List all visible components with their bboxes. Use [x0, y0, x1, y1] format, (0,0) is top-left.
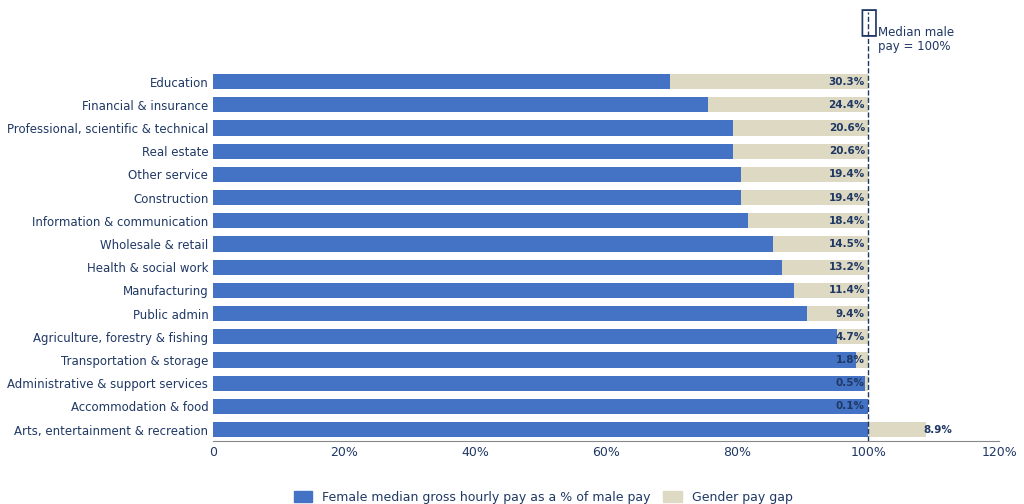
Bar	[807, 306, 868, 321]
Bar	[781, 260, 868, 275]
Bar	[213, 329, 838, 344]
Bar	[213, 399, 867, 414]
Text: Median male: Median male	[878, 26, 954, 39]
Bar	[213, 213, 748, 228]
Text: 0.5%: 0.5%	[836, 378, 865, 388]
Text: 9.4%: 9.4%	[836, 308, 865, 319]
Text: 18.4%: 18.4%	[828, 216, 865, 226]
Text: 8.9%: 8.9%	[924, 424, 952, 434]
Text: 4.7%: 4.7%	[836, 332, 865, 342]
Bar	[213, 190, 741, 205]
Bar	[741, 167, 868, 182]
Bar	[213, 236, 773, 251]
Text: 19.4%: 19.4%	[828, 169, 865, 179]
Text: 30.3%: 30.3%	[828, 77, 865, 87]
Text: 0.1%: 0.1%	[836, 401, 865, 411]
Bar	[213, 283, 794, 298]
Bar	[213, 422, 868, 437]
Text: 14.5%: 14.5%	[828, 239, 865, 249]
Bar	[213, 97, 709, 112]
Text: 24.4%: 24.4%	[828, 100, 865, 110]
Text: 20.6%: 20.6%	[828, 123, 865, 133]
Bar	[733, 144, 868, 159]
Bar	[733, 120, 868, 136]
Legend: Female median gross hourly pay as a % of male pay, Gender pay gap: Female median gross hourly pay as a % of…	[294, 490, 793, 503]
Bar	[213, 260, 781, 275]
Bar	[213, 306, 807, 321]
Text: pay = 100%: pay = 100%	[878, 40, 950, 53]
Bar	[213, 120, 733, 136]
Bar	[213, 167, 741, 182]
Text: 19.4%: 19.4%	[828, 193, 865, 203]
Text: 11.4%: 11.4%	[828, 285, 865, 295]
Bar	[838, 329, 868, 344]
Text: 20.6%: 20.6%	[828, 146, 865, 156]
Text: 🚶: 🚶	[859, 8, 878, 37]
Bar	[856, 352, 868, 367]
Bar	[670, 74, 868, 89]
Bar	[213, 74, 670, 89]
Text: 1.8%: 1.8%	[836, 355, 865, 365]
Bar	[709, 97, 868, 112]
Bar	[213, 375, 865, 391]
Text: 13.2%: 13.2%	[828, 262, 865, 272]
Bar	[794, 283, 868, 298]
Bar	[868, 422, 927, 437]
Bar	[741, 190, 868, 205]
Bar	[213, 144, 733, 159]
Bar	[773, 236, 868, 251]
Bar	[748, 213, 868, 228]
Bar	[213, 352, 856, 367]
Bar	[865, 375, 868, 391]
